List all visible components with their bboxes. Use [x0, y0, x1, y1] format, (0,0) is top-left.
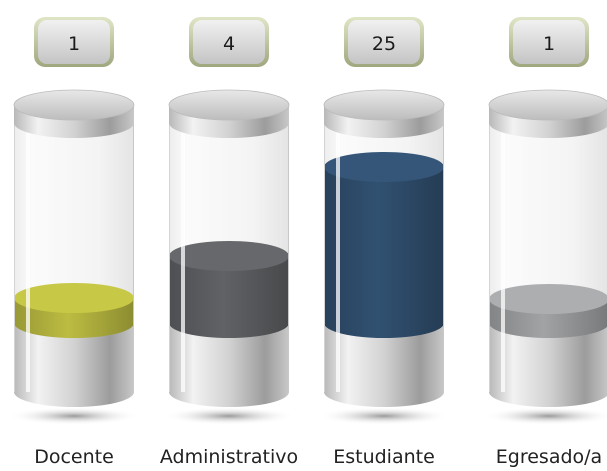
value-label: 4	[223, 33, 235, 55]
bar-fill-top	[14, 283, 134, 313]
value-label: 1	[68, 33, 80, 55]
bar-shadow	[318, 407, 450, 425]
glass-highlight	[501, 125, 505, 392]
cylinder-cap-top	[168, 89, 290, 121]
glass-highlight	[26, 125, 30, 392]
bar-shadow	[8, 407, 140, 425]
cylinder-base	[169, 323, 289, 407]
bar-shadow	[163, 407, 295, 425]
category-label: Egresado/a	[496, 446, 602, 468]
value-box-face	[193, 20, 265, 64]
bar-shadow	[483, 407, 607, 425]
category-label: Administrativo	[160, 446, 298, 468]
bar-group-1: 4 Administrativo	[160, 17, 298, 468]
cylinder-cap-top	[13, 89, 135, 121]
value-box-face	[38, 20, 110, 64]
bar-fill-top	[169, 241, 289, 271]
bar-group-3: 1 Egresado/a	[483, 17, 607, 468]
value-label: 1	[543, 33, 555, 55]
cylinder-base	[489, 323, 607, 407]
bar-fill-top	[489, 284, 607, 314]
value-label: 25	[372, 33, 396, 55]
bar-fill	[169, 256, 289, 338]
bar-fill	[324, 167, 444, 338]
bar-fill-top	[324, 152, 444, 182]
category-label: Docente	[34, 446, 114, 468]
bar-group-2: 25 Estudiante	[318, 17, 450, 468]
glass-highlight	[336, 125, 340, 392]
glass-highlight	[181, 125, 185, 392]
cylinder-cap-top	[323, 89, 445, 121]
value-box-face	[513, 20, 585, 64]
cylinder-base	[14, 323, 134, 407]
cylinder-base	[324, 323, 444, 407]
bar-group-0: 1 Docente	[8, 17, 140, 468]
value-box-face	[348, 20, 420, 64]
cylinder-cap-top	[488, 89, 607, 121]
category-label: Estudiante	[333, 446, 435, 468]
